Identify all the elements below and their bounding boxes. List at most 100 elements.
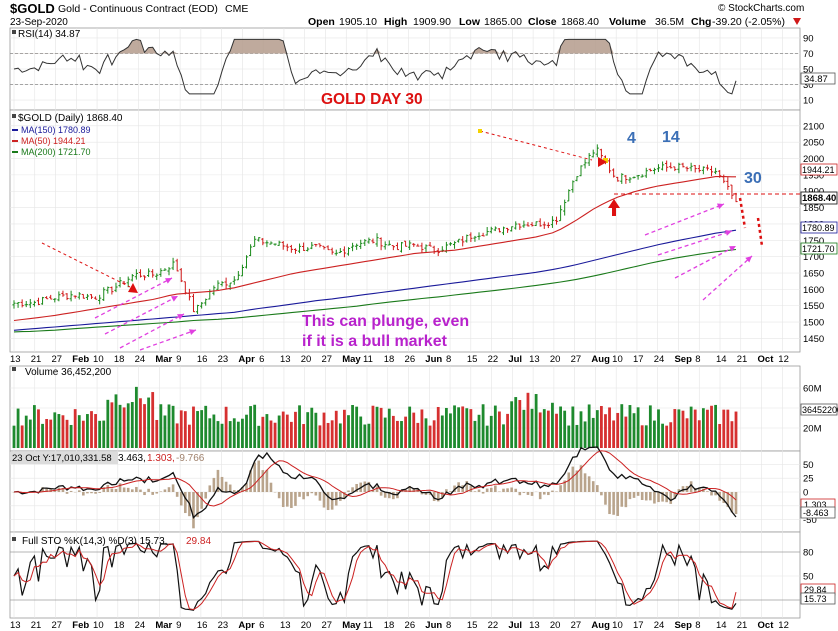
x-tick-label: 10 <box>93 620 104 631</box>
macd-histogram-bar <box>677 489 681 492</box>
chg-label: Chg <box>691 16 711 28</box>
x-tick-label: 13 <box>529 354 540 365</box>
x-tick-label: Feb <box>72 354 89 365</box>
volume-bar <box>159 404 163 448</box>
macd-histogram-bar <box>457 482 460 492</box>
volume-bar <box>61 415 65 448</box>
x-tick-label: 21 <box>737 620 748 631</box>
x-tick-label: Apr <box>238 620 255 631</box>
macd-histogram-bar <box>636 492 640 496</box>
macd-histogram-bar <box>473 491 477 492</box>
volume-bar <box>595 410 599 448</box>
x-tick-label: 21 <box>31 354 42 365</box>
volume-bar <box>579 411 583 448</box>
macd-histogram-bar <box>689 481 693 492</box>
x-tick-label: 18 <box>384 354 395 365</box>
count-14: 14 <box>662 129 680 146</box>
volume-bar <box>412 412 416 448</box>
volume-bar <box>171 405 175 448</box>
x-tick-label: 22 <box>488 620 499 631</box>
volume-bar <box>701 408 705 448</box>
macd-histogram-bar <box>339 492 342 501</box>
macd-label-value-3: -9.766 <box>176 453 205 464</box>
volume-bar <box>314 412 318 448</box>
x-tick-label: Jul <box>508 354 522 365</box>
sto-axis: 805020 <box>10 548 814 607</box>
macd-histogram-bar <box>612 492 615 515</box>
volume-bar <box>530 408 534 448</box>
macd-histogram-bar <box>400 490 403 492</box>
sto-k-line <box>13 540 737 611</box>
volume-bar <box>98 420 102 448</box>
macd-histogram-bar <box>135 486 138 492</box>
macd-histogram-bar <box>706 491 709 492</box>
volume-bar <box>375 406 379 448</box>
macd-histogram-bar <box>184 492 187 514</box>
volume-bar <box>428 425 432 448</box>
volume-bar <box>351 405 354 448</box>
volume-bar <box>81 420 85 448</box>
magenta-arrowhead-icon <box>189 329 196 335</box>
macd-histogram-bar <box>644 492 648 501</box>
volume-bar <box>204 405 208 448</box>
volume-bar <box>24 415 28 448</box>
volume-bar <box>224 406 228 448</box>
macd-histogram-bar <box>351 487 354 492</box>
volume-bar <box>155 419 159 448</box>
y-tick-label: 1950 <box>803 170 824 181</box>
volume-bar <box>188 424 191 448</box>
volume-bar <box>310 407 314 448</box>
volume-bar <box>555 413 558 448</box>
close-value-text: 1868.40 <box>802 193 836 204</box>
macd-histogram-bar <box>355 483 358 492</box>
x-tick-label: Apr <box>238 354 255 365</box>
macd-histogram-bar <box>408 485 411 492</box>
macd-histogram-bar <box>200 492 203 509</box>
volume-bar <box>718 423 722 448</box>
volume-bar <box>192 406 195 448</box>
volume-bar <box>689 406 693 448</box>
symbol: $GOLD <box>10 1 55 16</box>
macd-histogram-bar <box>212 477 216 492</box>
macd-histogram-bar <box>49 488 53 492</box>
volume-bar <box>591 417 595 448</box>
macd-histogram-bar <box>151 492 154 495</box>
macd-histogram-bar <box>489 487 493 492</box>
x-tick-label: 18 <box>114 354 125 365</box>
volume-bar <box>640 425 644 448</box>
x-tick-label: 13 <box>280 620 291 631</box>
macd-histogram-bar <box>583 473 587 492</box>
macd-histogram-bar <box>98 492 101 493</box>
y-tick-label: 50 <box>803 460 814 471</box>
volume-bar <box>677 409 681 448</box>
volume-bar <box>644 425 648 448</box>
volume-bar <box>277 415 281 448</box>
macd-histogram-bar <box>110 488 114 492</box>
macd-histogram-bar <box>265 469 269 492</box>
count-30: 30 <box>744 170 762 187</box>
magenta-arrowhead-icon <box>177 314 184 320</box>
x-tick-label: 13 <box>10 620 21 631</box>
volume-bar <box>608 407 611 448</box>
volume-bar <box>183 411 187 448</box>
macd-signal-line <box>13 450 737 507</box>
volume-bar <box>681 410 685 448</box>
volume-bar <box>106 399 110 448</box>
sto-label-d: 29.84 <box>186 536 211 547</box>
volume-bar <box>587 404 591 448</box>
macd-tag-2 <box>800 506 836 519</box>
y-tick-label: 1750 <box>803 236 824 247</box>
volume-bar <box>379 407 383 448</box>
ma150-value-tag <box>800 221 838 234</box>
sto-tag-2 <box>800 592 836 605</box>
volume-bar <box>37 409 40 448</box>
macd-histogram-bar <box>567 472 571 492</box>
macd-histogram-bar <box>681 486 685 492</box>
ma50-line <box>13 176 736 322</box>
volume-bar <box>265 414 269 448</box>
y-tick-label: 0 <box>803 488 808 499</box>
projection-dotted-line <box>738 197 747 229</box>
open-label: Open <box>308 16 335 28</box>
volume-bar <box>526 392 530 448</box>
